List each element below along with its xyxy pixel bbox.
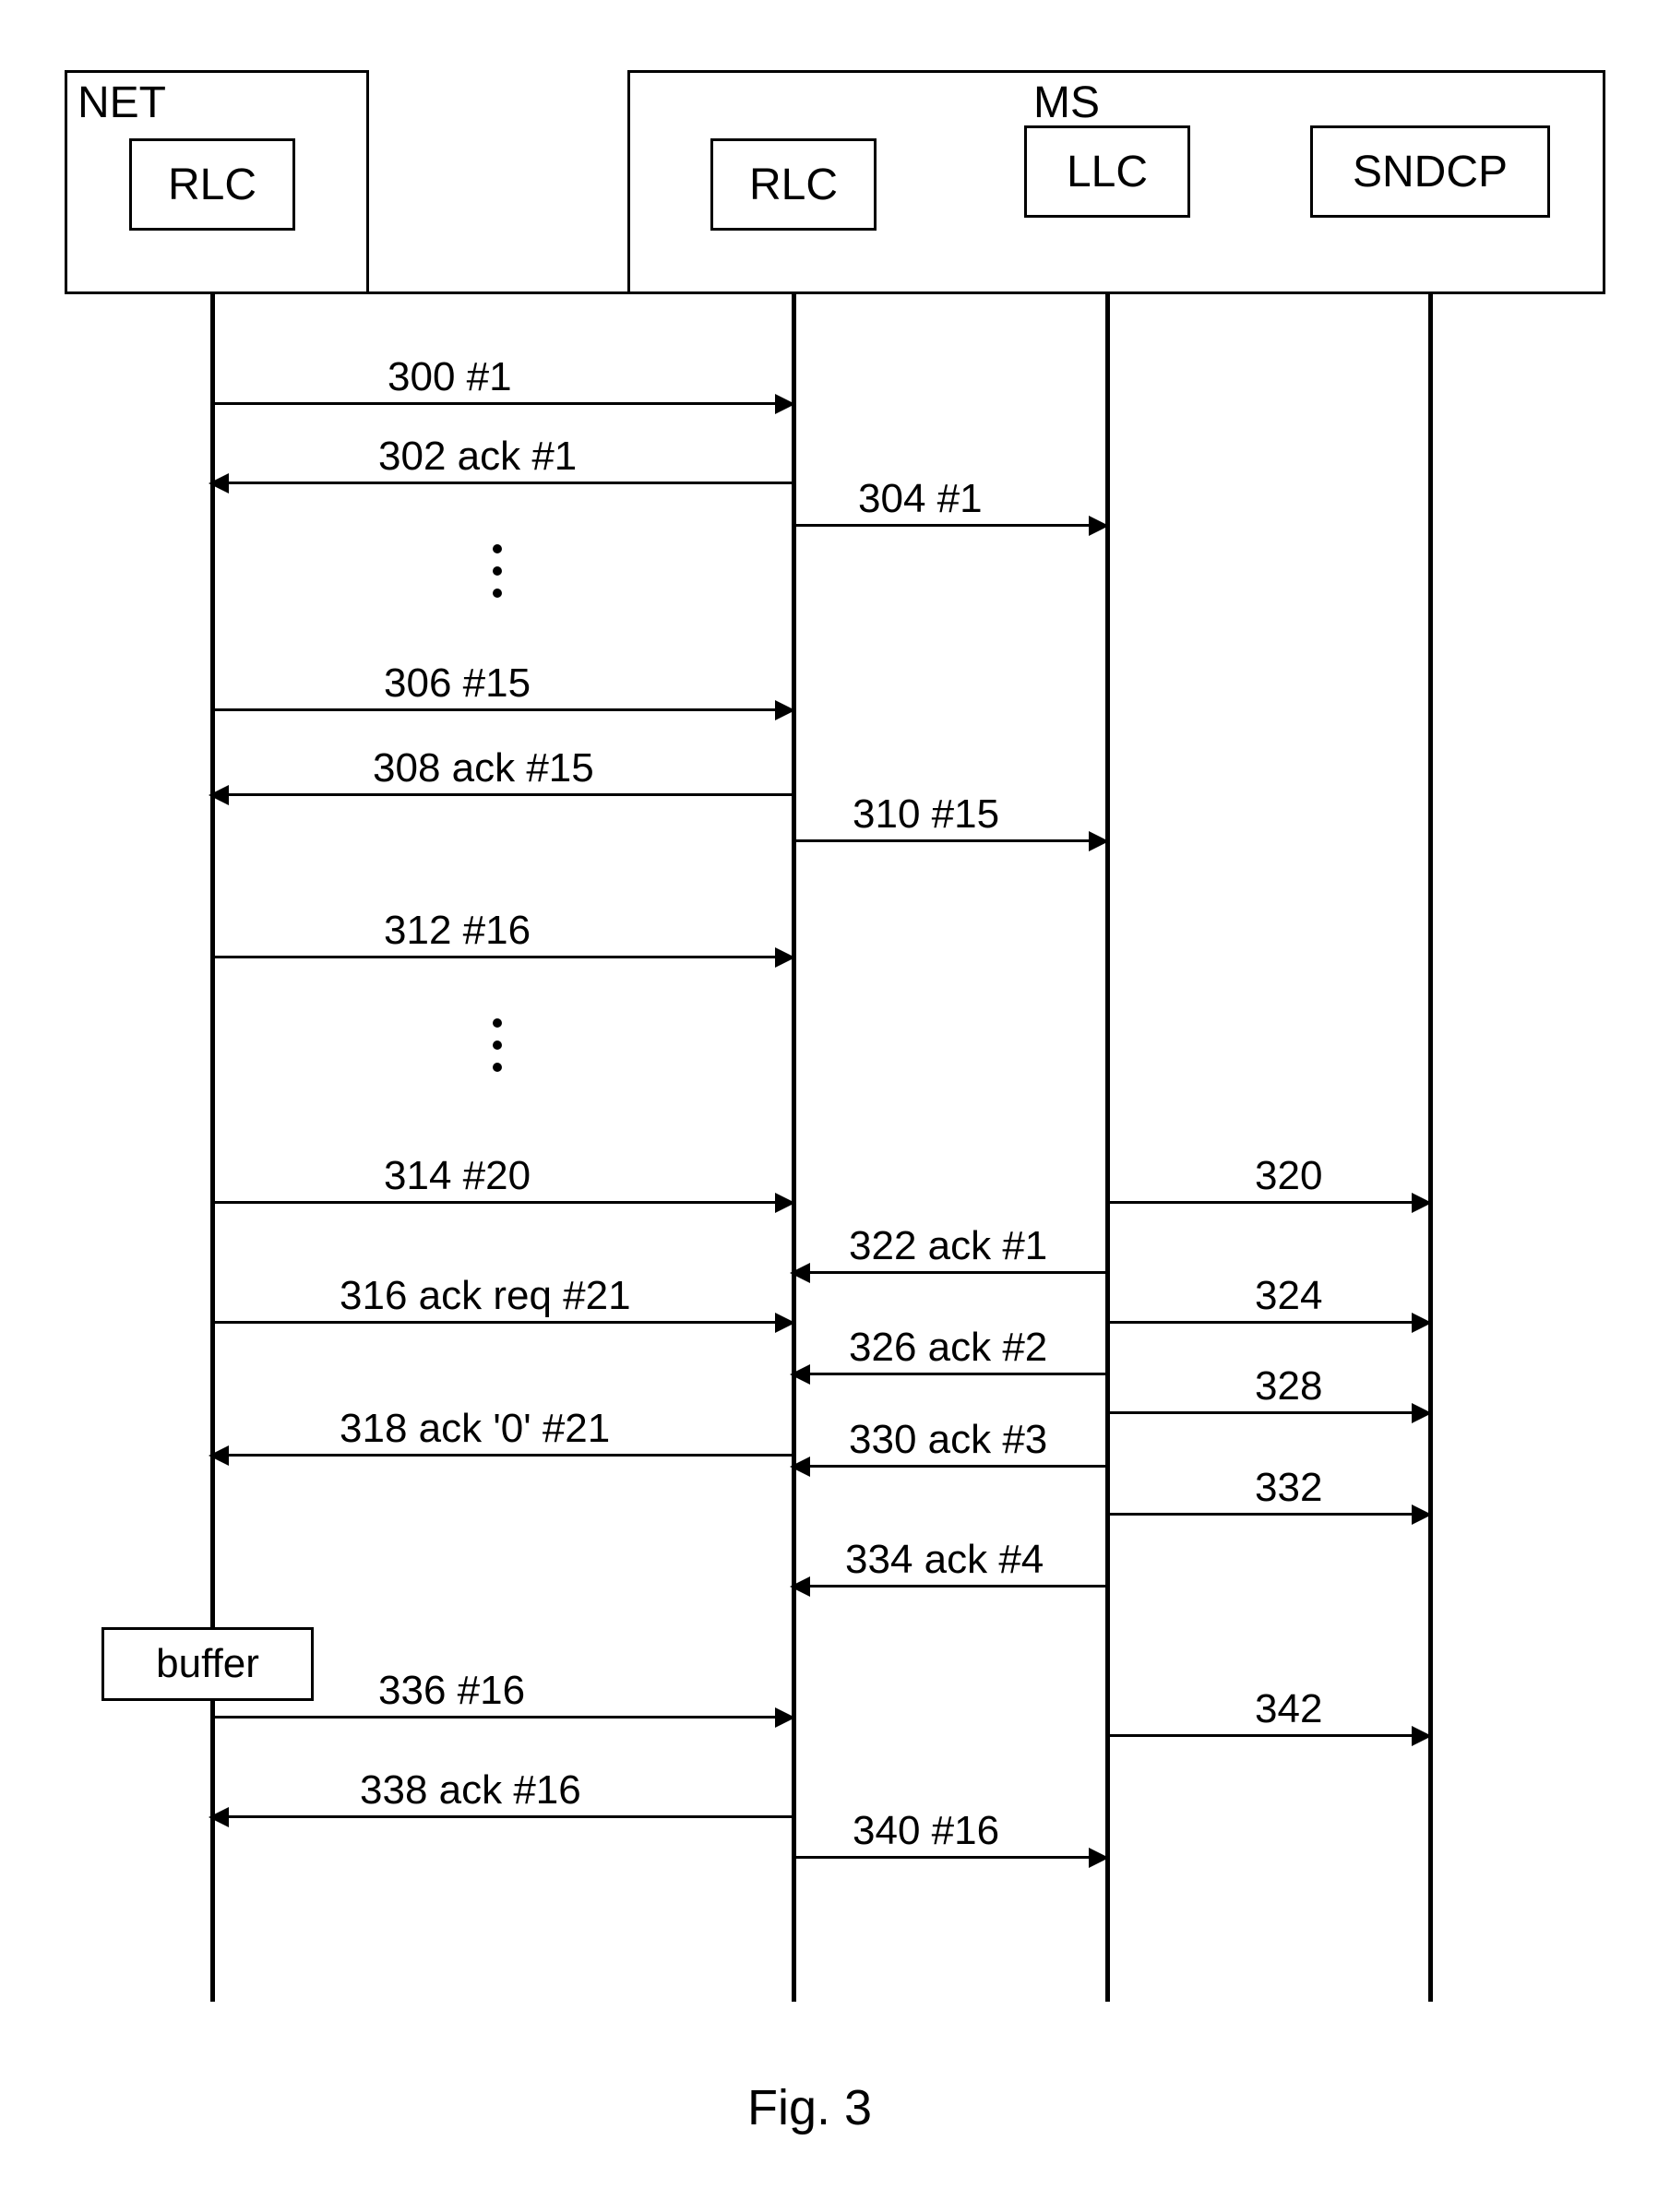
header-rule — [65, 291, 1605, 294]
arrowhead-m332 — [1412, 1504, 1432, 1525]
arrowhead-m320 — [1412, 1193, 1432, 1213]
arrowhead-m326 — [790, 1364, 810, 1385]
arrow-m340 — [793, 1856, 1107, 1859]
label-m314: 314 #20 — [384, 1153, 531, 1199]
label-m322: 322 ack #1 — [849, 1223, 1047, 1269]
label-m320: 320 — [1255, 1153, 1322, 1199]
figure-caption: Fig. 3 — [747, 2079, 872, 2136]
arrow-m324 — [1107, 1321, 1430, 1324]
arrow-m334 — [793, 1585, 1107, 1588]
sequence-diagram: NET MS RLC RLC LLC SNDCP 300 #1 302 ack #1 304 #… — [37, 37, 1633, 2175]
label-m340: 340 #16 — [853, 1808, 999, 1854]
arrow-m320 — [1107, 1201, 1430, 1204]
lifeline-ms_llc — [1105, 291, 1110, 2002]
arrow-m304 — [793, 524, 1107, 527]
label-m332: 332 — [1255, 1465, 1322, 1511]
buffer-box: buffer — [101, 1627, 314, 1701]
entity-ms_sndcp: SNDCP — [1310, 125, 1550, 218]
label-m312: 312 #16 — [384, 908, 531, 954]
arrow-m300 — [212, 402, 793, 405]
arrowhead-m338 — [209, 1807, 229, 1827]
arrowhead-m306 — [775, 700, 795, 720]
arrow-m322 — [793, 1271, 1107, 1274]
label-m316: 316 ack req #21 — [340, 1273, 631, 1319]
arrow-m316 — [212, 1321, 793, 1324]
arrow-m328 — [1107, 1411, 1430, 1414]
arrow-m326 — [793, 1373, 1107, 1375]
arrowhead-m300 — [775, 394, 795, 414]
arrowhead-m310 — [1089, 831, 1109, 851]
arrow-m314 — [212, 1201, 793, 1204]
label-m308: 308 ack #15 — [373, 745, 594, 791]
vdots-0 — [493, 544, 502, 598]
arrow-m336 — [212, 1716, 793, 1718]
label-m302: 302 ack #1 — [378, 434, 577, 480]
arrowhead-m336 — [775, 1707, 795, 1728]
arrowhead-m316 — [775, 1313, 795, 1333]
arrowhead-m334 — [790, 1576, 810, 1597]
arrowhead-m340 — [1089, 1848, 1109, 1868]
arrow-m332 — [1107, 1513, 1430, 1516]
label-m306: 306 #15 — [384, 660, 531, 707]
vdots-1 — [493, 1018, 502, 1072]
arrowhead-m318 — [209, 1445, 229, 1466]
label-m324: 324 — [1255, 1273, 1322, 1319]
arrowhead-m342 — [1412, 1726, 1432, 1746]
entity-ms_rlc: RLC — [710, 138, 877, 231]
arrowhead-m308 — [209, 785, 229, 805]
arrowhead-m322 — [790, 1263, 810, 1283]
label-m300: 300 #1 — [388, 354, 512, 400]
label-m342: 342 — [1255, 1686, 1322, 1732]
label-m318: 318 ack '0' #21 — [340, 1406, 610, 1452]
label-m304: 304 #1 — [858, 476, 983, 522]
arrowhead-m314 — [775, 1193, 795, 1213]
arrow-m306 — [212, 708, 793, 711]
arrow-m302 — [212, 482, 793, 484]
arrow-m330 — [793, 1465, 1107, 1468]
label-m338: 338 ack #16 — [360, 1767, 581, 1814]
group-label-ms: MS — [1033, 77, 1100, 128]
entity-ms_llc: LLC — [1024, 125, 1190, 218]
arrow-m318 — [212, 1454, 793, 1457]
label-m328: 328 — [1255, 1363, 1322, 1409]
arrowhead-m302 — [209, 473, 229, 494]
arrowhead-m330 — [790, 1457, 810, 1477]
label-m334: 334 ack #4 — [845, 1537, 1044, 1583]
label-m326: 326 ack #2 — [849, 1325, 1047, 1371]
lifeline-net_rlc — [210, 291, 215, 2002]
arrowhead-m328 — [1412, 1403, 1432, 1423]
arrow-m312 — [212, 956, 793, 958]
label-m310: 310 #15 — [853, 791, 999, 838]
arrowhead-m324 — [1412, 1313, 1432, 1333]
arrow-m310 — [793, 839, 1107, 842]
arrow-m338 — [212, 1815, 793, 1818]
arrow-m308 — [212, 793, 793, 796]
entity-net_rlc: RLC — [129, 138, 295, 231]
lifeline-ms_rlc — [792, 291, 796, 2002]
label-m330: 330 ack #3 — [849, 1417, 1047, 1463]
arrowhead-m312 — [775, 947, 795, 968]
arrowhead-m304 — [1089, 516, 1109, 536]
label-m336: 336 #16 — [378, 1668, 525, 1714]
group-label-net: NET — [78, 77, 166, 128]
arrow-m342 — [1107, 1734, 1430, 1737]
